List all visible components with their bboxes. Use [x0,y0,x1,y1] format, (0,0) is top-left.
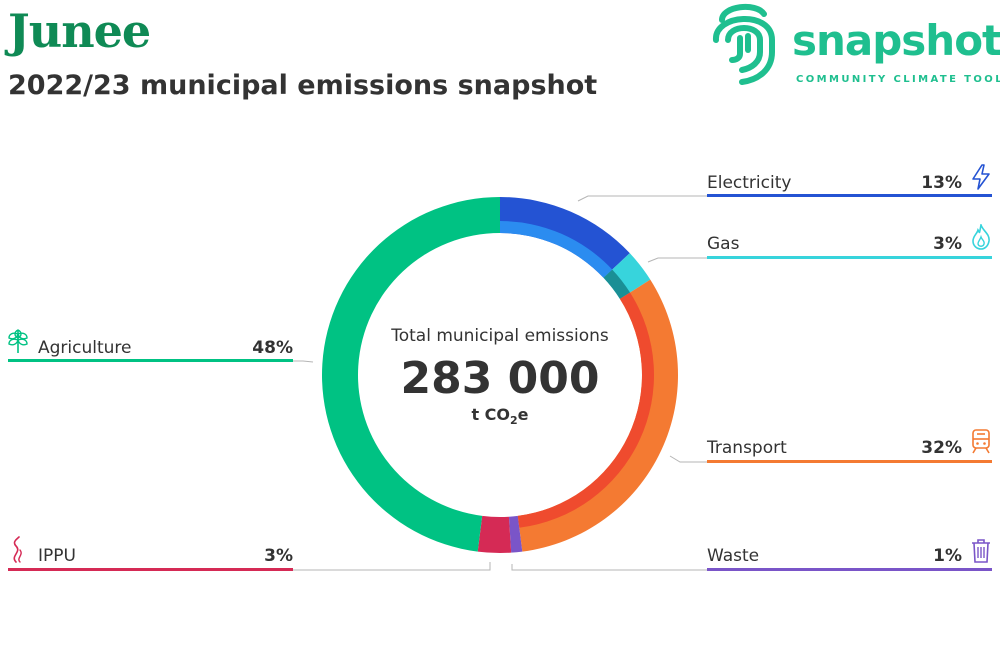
donut-slice-transport [517,279,678,552]
legend-bar-transport [707,460,992,463]
wheat-icon [8,329,28,353]
chart-center-total: Total municipal emissions 283 000 t CO2e [360,326,640,428]
donut-slice-ippu [477,515,512,553]
legend-pct-waste: 1% [933,546,962,566]
legend-pct-ippu: 3% [264,546,293,566]
legend-label-electricity: Electricity [707,173,792,193]
leader-line-agriculture [293,360,314,363]
total-unit: t CO2e [471,405,529,428]
legend-bar-ippu [8,568,293,571]
factory-emissions-icon [13,536,22,563]
fingerprint-icon [713,3,775,85]
legend-pct-gas: 3% [933,234,962,254]
legend-label-gas: Gas [707,234,740,254]
legend-pct-transport: 32% [921,438,962,458]
total-value: 283 000 [400,353,600,404]
donut-ring [321,197,678,553]
logo-wordmark: snapshot [792,16,1000,65]
leader-lines [293,195,707,571]
legend-bar-electricity [707,194,992,197]
legend-bar-agriculture [8,359,293,362]
leader-line-waste [511,564,707,571]
donut-slice-waste [508,515,523,553]
donut-slice-agriculture [321,197,500,552]
legend-label-ippu: IPPU [38,546,76,566]
leader-line-ippu [293,562,491,571]
total-label: Total municipal emissions [391,326,609,346]
train-icon [972,429,990,454]
legend-pct-electricity: 13% [921,173,962,193]
flame-icon [972,224,990,250]
donut-inner-band-gas [603,269,631,299]
legend-bar-gas [707,256,992,259]
legend-pct-agriculture: 48% [252,338,293,358]
legend-label-waste: Waste [707,546,760,566]
legend-label-agriculture: Agriculture [38,338,132,358]
page-subtitle: 2022/23 municipal emissions snapshot [8,70,598,101]
donut-inner-band-electricity [500,221,613,278]
legend-label-transport: Transport [707,438,787,458]
donut-inner-band-transport [517,292,654,528]
bin-icon [972,539,990,563]
leader-line-electricity [577,195,707,202]
snapshot-logo: snapshot COMMUNITY CLIMATE TOOL [712,0,1000,90]
legend-bar-waste [707,568,992,571]
leader-line-transport [669,455,707,463]
page-title: Junee [8,4,151,58]
lightning-icon [972,164,990,190]
logo-tagline: COMMUNITY CLIMATE TOOL [796,74,1000,85]
leader-line-gas [647,257,707,263]
